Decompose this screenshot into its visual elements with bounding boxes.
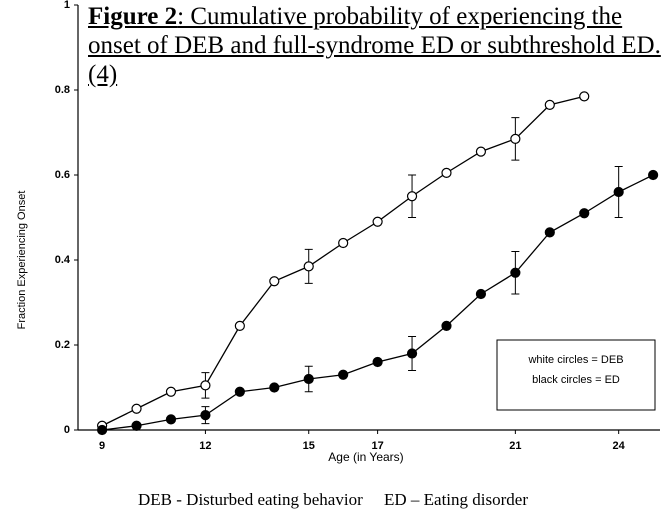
x-tick-label: 15 (303, 440, 315, 452)
data-point (200, 380, 211, 391)
data-point (165, 414, 177, 425)
data-point (97, 424, 108, 436)
data-point (441, 320, 452, 331)
x-tick-label: 9 (99, 440, 105, 452)
data-point (372, 216, 383, 227)
data-point (406, 348, 418, 359)
legend-box (496, 339, 656, 411)
figure-label: Figure 2 (88, 3, 178, 30)
data-point (234, 320, 245, 331)
y-tick-label: 1 (64, 0, 70, 11)
data-point (613, 186, 624, 198)
y-axis-label: Fraction Experiencing Onset (16, 191, 28, 330)
data-point (269, 382, 280, 393)
title-text: : Cumulative probability of experiencing… (88, 3, 661, 88)
x-axis-label: Age (in Years) (328, 450, 403, 464)
footnote: DEB - Disturbed eating behavior ED – Eat… (138, 490, 528, 509)
data-point (441, 167, 452, 178)
data-point (165, 386, 177, 397)
data-point (475, 288, 487, 300)
x-tick-label: 12 (199, 440, 211, 452)
data-point (338, 237, 349, 249)
y-tick-label: 0.2 (55, 339, 70, 351)
data-point (648, 169, 659, 181)
data-point (579, 91, 590, 102)
x-tick-label: 24 (613, 440, 626, 452)
data-point (510, 133, 521, 144)
data-point (303, 261, 314, 272)
data-point (131, 420, 142, 431)
data-point (338, 369, 349, 380)
data-point (131, 403, 142, 414)
y-tick-label: 0.4 (55, 254, 71, 266)
data-point (234, 386, 245, 397)
y-tick-label: 0 (64, 424, 70, 436)
data-point (303, 373, 314, 385)
data-point (544, 227, 555, 238)
y-tick-label: 0.6 (55, 169, 70, 181)
data-point (579, 208, 590, 219)
data-point (200, 410, 211, 421)
figure-title: Figure 2: Cumulative probability of expe… (88, 2, 663, 89)
legend-label: black circles = ED (532, 374, 620, 386)
data-point (475, 146, 487, 157)
x-tick-label: 21 (509, 440, 521, 452)
data-point (406, 191, 418, 202)
y-tick-label: 0.8 (55, 84, 70, 96)
legend-label: white circles = DEB (527, 354, 623, 366)
data-point (510, 267, 521, 278)
data-point (544, 99, 555, 110)
data-point (269, 276, 280, 287)
x-tick-label: 17 (371, 440, 383, 452)
data-point (372, 356, 383, 368)
